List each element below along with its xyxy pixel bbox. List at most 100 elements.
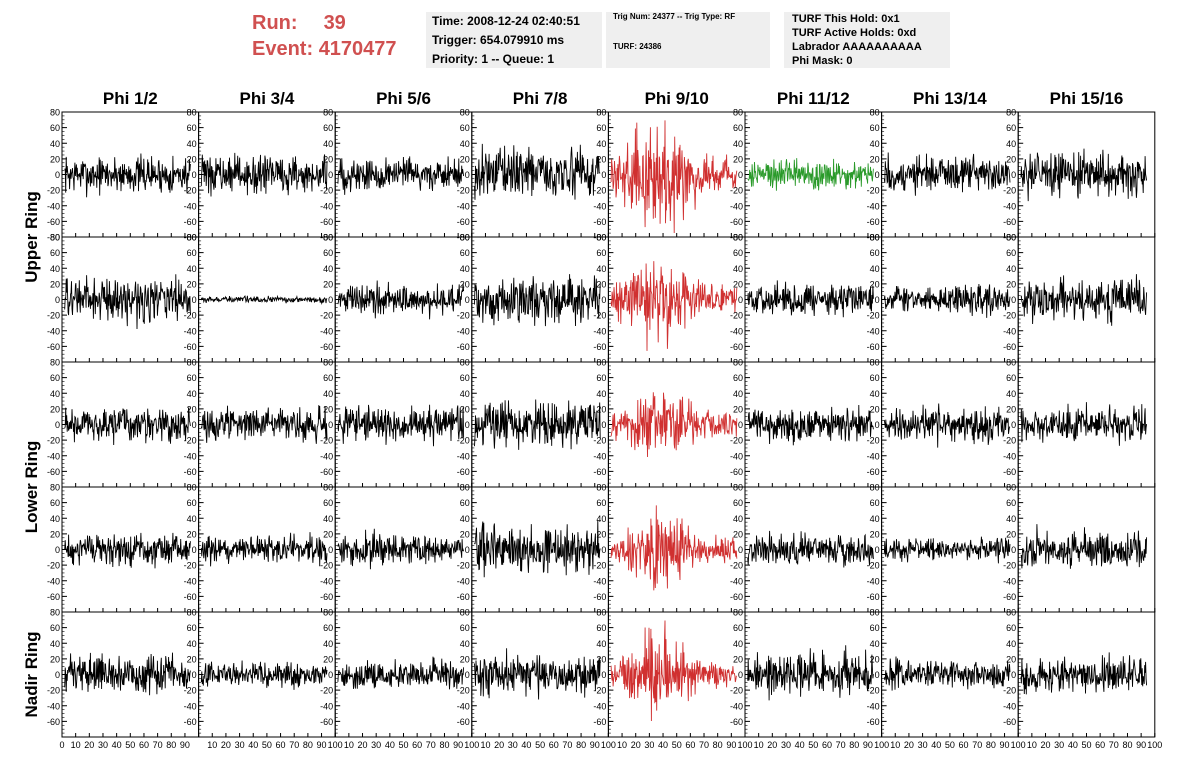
y-tick-label: 40 <box>323 389 333 399</box>
phi-mask-line: Phi Mask: 0 <box>792 55 853 67</box>
waveform-line <box>200 405 328 444</box>
y-tick-label: 40 <box>870 639 880 649</box>
y-tick-label: 60 <box>1006 498 1016 508</box>
y-tick-label: -40 <box>184 451 197 461</box>
y-tick-label: 40 <box>1006 389 1016 399</box>
y-tick-label: -40 <box>320 201 333 211</box>
x-tick-label: 80 <box>849 740 859 750</box>
y-tick-label: 60 <box>733 373 743 383</box>
x-tick-label: 60 <box>685 740 695 750</box>
y-tick-label: 60 <box>50 123 60 133</box>
y-tick-label: 80 <box>187 483 197 493</box>
y-tick-label: -20 <box>1003 311 1016 321</box>
y-tick-label: 80 <box>460 233 470 243</box>
y-tick-label: -40 <box>47 451 60 461</box>
y-tick-label: -40 <box>730 451 743 461</box>
y-tick-label: 40 <box>733 139 743 149</box>
x-tick-label: 60 <box>959 740 969 750</box>
x-tick-label: 70 <box>289 740 299 750</box>
y-tick-label: -20 <box>47 436 60 446</box>
x-tick-label: 20 <box>767 740 777 750</box>
x-tick-label: 60 <box>276 740 286 750</box>
y-tick-label: 60 <box>596 498 606 508</box>
time-trigger-box: Time: 2008-12-24 02:40:51 Trigger: 654.0… <box>426 12 602 68</box>
waveform-line <box>64 652 191 696</box>
x-tick-label: 90 <box>590 740 600 750</box>
y-tick-label: 20 <box>596 529 606 539</box>
y-tick-label: 20 <box>733 279 743 289</box>
y-tick-label: -40 <box>320 576 333 586</box>
y-tick-label: 0 <box>738 295 743 305</box>
y-tick-label: -60 <box>730 592 743 602</box>
y-tick-label: -20 <box>867 186 880 196</box>
y-tick-label: 40 <box>596 264 606 274</box>
y-tick-label: -60 <box>320 342 333 352</box>
y-tick-label: -40 <box>184 576 197 586</box>
y-tick-label: 40 <box>323 514 333 524</box>
waveform-line <box>883 283 1011 318</box>
y-tick-label: -20 <box>867 311 880 321</box>
y-tick-label: 80 <box>323 233 333 243</box>
y-tick-label: 0 <box>601 295 606 305</box>
x-tick-label: 30 <box>1054 740 1064 750</box>
y-tick-label: 20 <box>870 404 880 414</box>
y-tick-label: 0 <box>465 295 470 305</box>
waveform-line <box>747 530 874 568</box>
y-tick-label: 20 <box>187 404 197 414</box>
y-tick-label: -60 <box>867 717 880 727</box>
y-tick-label: 0 <box>55 545 60 555</box>
y-tick-label: -60 <box>867 592 880 602</box>
y-tick-label: -20 <box>457 686 470 696</box>
ring-label: Upper Ring <box>22 191 41 283</box>
waveform-line <box>337 156 465 195</box>
waveform-line <box>474 399 601 450</box>
y-tick-label: -20 <box>593 311 606 321</box>
y-tick-label: 0 <box>738 670 743 680</box>
y-tick-label: 60 <box>323 373 333 383</box>
y-tick-label: 80 <box>323 483 333 493</box>
x-tick-label: 50 <box>672 740 682 750</box>
y-tick-label: 20 <box>733 654 743 664</box>
y-tick-label: 0 <box>192 420 197 430</box>
y-tick-label: 40 <box>733 264 743 274</box>
y-tick-label: 40 <box>50 514 60 524</box>
y-tick-label: 80 <box>870 358 880 368</box>
waveform-line <box>610 261 738 351</box>
y-tick-label: -40 <box>457 451 470 461</box>
y-tick-label: 60 <box>1006 123 1016 133</box>
y-tick-label: 20 <box>187 279 197 289</box>
column-header: Phi 11/12 <box>777 89 850 108</box>
y-tick-label: -20 <box>47 686 60 696</box>
waveform-line <box>610 120 738 234</box>
y-tick-label: 20 <box>1006 654 1016 664</box>
y-tick-label: -40 <box>184 701 197 711</box>
y-tick-label: 20 <box>187 529 197 539</box>
waveform-line <box>337 528 465 570</box>
y-tick-label: 40 <box>50 139 60 149</box>
column-header: Phi 5/6 <box>376 89 431 108</box>
x-tick-label: 10 <box>480 740 490 750</box>
y-tick-label: -20 <box>730 686 743 696</box>
y-tick-label: -20 <box>47 311 60 321</box>
y-tick-label: -60 <box>184 217 197 227</box>
y-tick-label: 40 <box>870 389 880 399</box>
y-tick-label: -60 <box>47 592 60 602</box>
x-tick-label: 10 <box>344 740 354 750</box>
x-tick-label: 60 <box>822 740 832 750</box>
y-tick-label: -20 <box>457 561 470 571</box>
y-tick-label: -20 <box>730 436 743 446</box>
x-tick-label: 70 <box>972 740 982 750</box>
y-tick-label: 20 <box>596 404 606 414</box>
y-tick-label: -40 <box>47 201 60 211</box>
x-tick-label: 50 <box>398 740 408 750</box>
y-tick-label: 60 <box>187 623 197 633</box>
y-tick-label: 80 <box>596 108 606 118</box>
waveform-line <box>1020 402 1148 446</box>
y-tick-label: 20 <box>1006 404 1016 414</box>
x-tick-label: 10 <box>754 740 764 750</box>
y-tick-label: 40 <box>50 264 60 274</box>
y-tick-label: -20 <box>593 686 606 696</box>
y-tick-label: 0 <box>1011 670 1016 680</box>
y-tick-label: 20 <box>596 654 606 664</box>
y-tick-label: 60 <box>1006 248 1016 258</box>
